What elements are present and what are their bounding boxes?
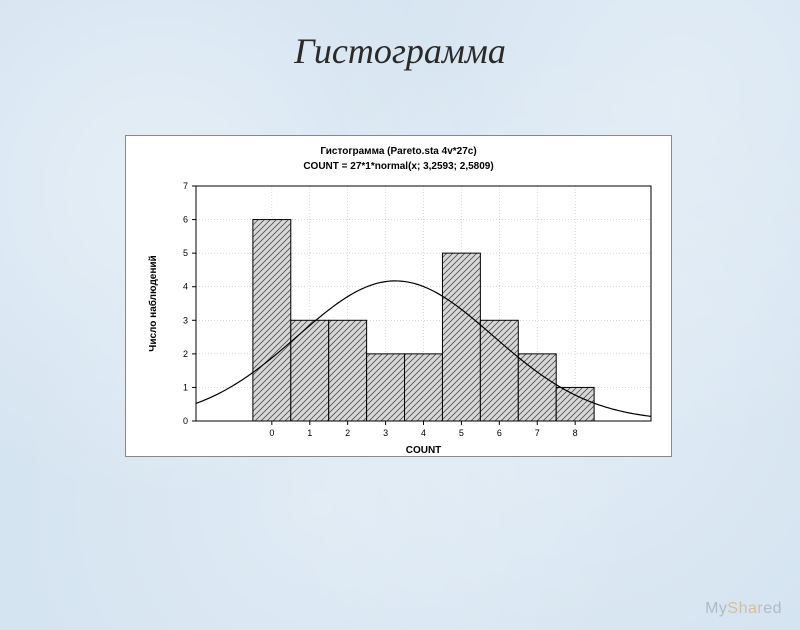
chart-panel: Гистограмма (Pareto.sta 4v*27c) COUNT = 2… — [125, 135, 672, 457]
histogram-bar — [442, 253, 480, 421]
svg-text:7: 7 — [183, 181, 188, 191]
y-axis-label: Число наблюдений — [147, 255, 159, 351]
svg-text:4: 4 — [421, 428, 426, 438]
svg-text:3: 3 — [383, 428, 388, 438]
svg-text:2: 2 — [183, 349, 188, 359]
histogram-chart: Гистограмма (Pareto.sta 4v*27c) COUNT = 2… — [126, 136, 671, 456]
histogram-bar — [329, 320, 367, 421]
svg-text:6: 6 — [183, 215, 188, 225]
watermark-part: Shar — [727, 600, 763, 617]
watermark-part: ed — [763, 600, 782, 617]
watermark: MyShared — [705, 600, 782, 618]
x-axis-label: COUNT — [406, 445, 442, 456]
svg-text:8: 8 — [573, 428, 578, 438]
svg-text:0: 0 — [269, 428, 274, 438]
svg-text:2: 2 — [345, 428, 350, 438]
svg-text:6: 6 — [497, 428, 502, 438]
svg-text:0: 0 — [183, 416, 188, 426]
slide-title: Гистограмма — [0, 30, 800, 72]
svg-text:3: 3 — [183, 315, 188, 325]
histogram-bar — [291, 320, 329, 421]
svg-text:4: 4 — [183, 282, 188, 292]
histogram-bar — [556, 387, 594, 421]
svg-text:5: 5 — [183, 248, 188, 258]
svg-text:1: 1 — [307, 428, 312, 438]
svg-text:5: 5 — [459, 428, 464, 438]
chart-title: Гистограмма (Pareto.sta 4v*27c) — [320, 146, 476, 157]
histogram-bar — [405, 354, 443, 421]
histogram-bar — [253, 220, 291, 421]
histogram-bar — [480, 320, 518, 421]
histogram-bar — [518, 354, 556, 421]
watermark-part: My — [705, 600, 727, 617]
svg-text:COUNT = 27*1*normal(x; 3,2593;: COUNT = 27*1*normal(x; 3,2593; 2,5809) — [303, 161, 493, 172]
svg-text:1: 1 — [183, 382, 188, 392]
svg-text:7: 7 — [535, 428, 540, 438]
histogram-bar — [367, 354, 405, 421]
